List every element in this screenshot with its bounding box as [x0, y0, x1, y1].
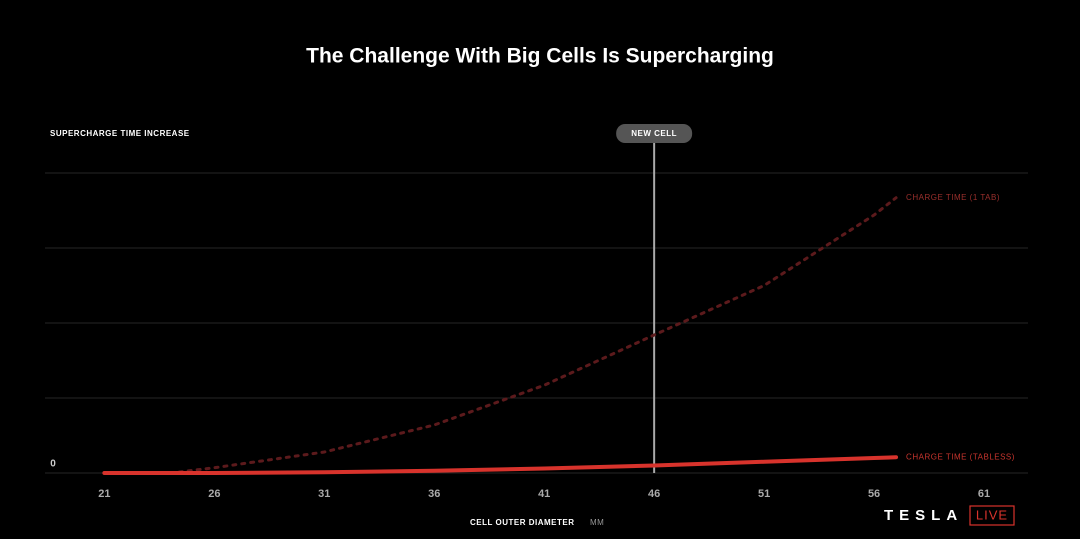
marker-label: NEW CELL	[631, 129, 677, 138]
x-tick-label: 21	[98, 488, 110, 500]
series-line	[102, 455, 899, 475]
y-axis-label: SUPERCHARGE TIME INCREASE	[50, 129, 190, 138]
series-line	[168, 196, 898, 475]
logo-text: TESLA	[884, 507, 963, 524]
x-tick-label: 51	[758, 488, 770, 500]
series-label: CHARGE TIME (TABLESS)	[906, 452, 1015, 461]
chart-title: The Challenge With Big Cells Is Supercha…	[306, 45, 774, 68]
x-tick-label: 46	[648, 488, 660, 500]
series-label: CHARGE TIME (1 TAB)	[906, 193, 1000, 202]
x-tick-label: 31	[318, 488, 330, 500]
x-axis-label: CELL OUTER DIAMETER	[470, 518, 574, 527]
x-tick-label: 26	[208, 488, 220, 500]
logo-badge: LIVE	[976, 507, 1008, 522]
y-tick-label: 0	[50, 459, 56, 470]
x-tick-label: 41	[538, 488, 550, 500]
marker-pill	[616, 124, 693, 143]
logo-badge-box	[969, 505, 1015, 526]
x-tick-label: 36	[428, 488, 440, 500]
x-axis-unit: MM	[590, 518, 604, 527]
x-tick-label: 61	[978, 488, 990, 500]
x-tick-label: 56	[868, 488, 880, 500]
